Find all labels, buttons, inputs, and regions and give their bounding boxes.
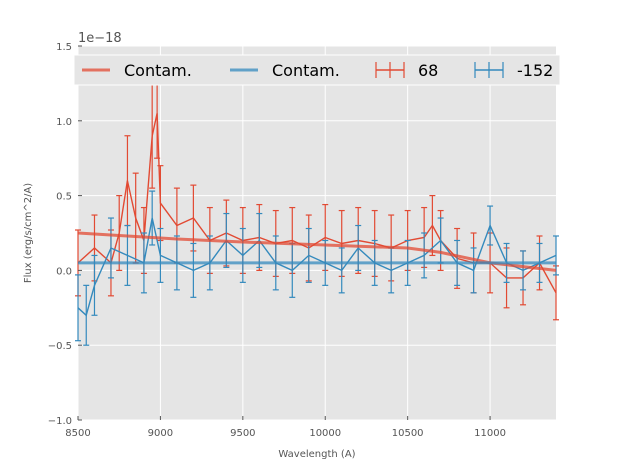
y-axis-label: Flux (erg/s/cm^2/A)	[23, 183, 34, 283]
contam-line	[77, 231, 557, 272]
x-tick-label: 10000	[309, 428, 341, 439]
legend-label: -152	[517, 61, 553, 80]
x-tick-label: 10500	[392, 428, 424, 439]
y-tick-label: 1.5	[56, 42, 72, 53]
y-offset-text: 1e−18	[78, 31, 122, 46]
legend: Contam. Contam. 68 -152	[73, 54, 561, 86]
y-axis: −1.0 −0.5 0.0 0.5 1.0 1.5	[48, 42, 82, 427]
y-tick-label: 0.5	[56, 192, 72, 203]
legend-entry: Contam.	[230, 61, 340, 80]
x-tick-label: 9500	[230, 428, 255, 439]
y-tick-label: −1.0	[48, 416, 72, 427]
x-axis: 8500 9000 9500 10000 10500 11000	[65, 416, 506, 439]
x-tick-label: 11000	[474, 428, 506, 439]
y-tick-label: −0.5	[48, 341, 72, 352]
contam-line-red	[77, 231, 557, 272]
legend-label: Contam.	[272, 61, 340, 80]
y-tick-label: 0.0	[56, 266, 72, 277]
legend-entry: Contam.	[82, 61, 192, 80]
legend-label: Contam.	[124, 61, 192, 80]
x-axis-label: Wavelength (A)	[278, 449, 355, 460]
x-tick-label: 8500	[65, 428, 90, 439]
legend-entry: -152	[474, 61, 553, 80]
legend-label: 68	[418, 61, 438, 80]
grid	[77, 45, 556, 421]
x-tick-label: 9000	[148, 428, 173, 439]
series-layer	[75, 67, 559, 346]
legend-entry: 68	[375, 61, 438, 80]
y-tick-label: 1.0	[56, 117, 72, 128]
